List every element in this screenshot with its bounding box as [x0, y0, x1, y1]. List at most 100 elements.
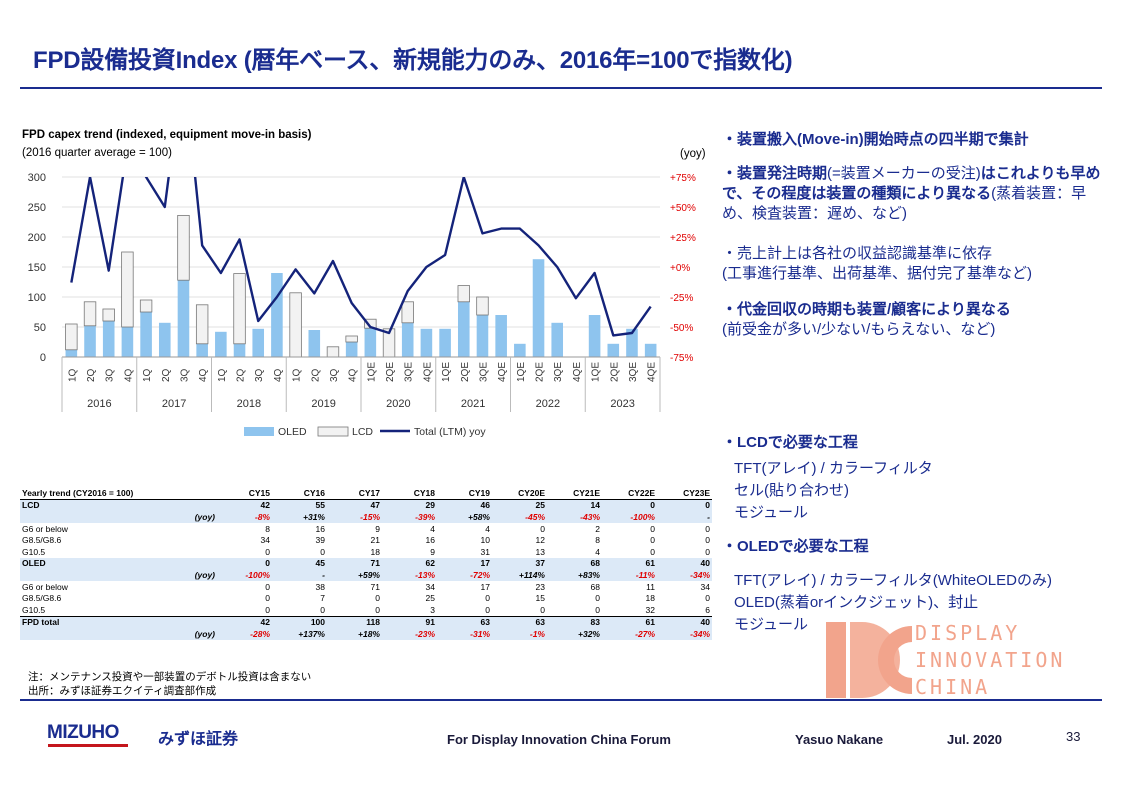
table-cell: 83 — [547, 615, 602, 629]
table-cell: 18 — [645, 593, 655, 604]
footer-divider — [20, 699, 1102, 701]
row-sublabel — [130, 592, 217, 604]
row-label — [20, 569, 130, 581]
y2-tick-label: -25% — [670, 293, 693, 304]
table-header-cell: CY21E — [547, 487, 602, 500]
table-cell: 55 — [272, 499, 327, 512]
legend-total: Total (LTM) yoy — [414, 426, 486, 438]
row-sublabel: (yoy) — [130, 628, 217, 640]
table-cell: 0 — [595, 604, 600, 615]
x-tick-label: 3QE — [553, 362, 564, 382]
x-tick-label: 2QE — [385, 362, 396, 382]
bar-oled — [308, 330, 321, 357]
table-cell: 31 — [480, 546, 490, 557]
bar-lcd — [102, 308, 115, 322]
table-cell: +58% — [437, 511, 492, 523]
table-cell: 63 — [437, 615, 492, 629]
table-cell: -23% — [382, 628, 437, 640]
mizuho-logo: MIZUHO — [47, 722, 119, 743]
table-cell: 0 — [705, 593, 710, 604]
y2-tick-label: +50% — [670, 203, 696, 214]
bar-oled — [607, 343, 620, 357]
row-sublabel — [130, 615, 217, 629]
legend-swatch-lcd — [317, 426, 349, 437]
table-cell: 34 — [425, 581, 435, 592]
table-cell: 9 — [375, 523, 380, 534]
bar-lcd — [177, 214, 190, 281]
bar-oled — [551, 322, 564, 357]
row-label: G6 or below — [22, 581, 68, 592]
table-cell: 16 — [315, 523, 325, 534]
table-cell: 0 — [705, 523, 710, 534]
footer-date: Jul. 2020 — [947, 732, 1002, 747]
table-cell: 4 — [595, 546, 600, 557]
table-cell: 10 — [480, 535, 490, 546]
table-cell: 0 — [265, 593, 270, 604]
table-cell: 61 — [602, 557, 657, 570]
row-label — [20, 628, 130, 640]
row-label: LCD — [20, 499, 130, 512]
line-total-yoy — [70, 177, 652, 337]
table-cell: -34% — [657, 628, 712, 640]
table-cell: 0 — [657, 499, 712, 512]
page-number: 33 — [1066, 729, 1081, 744]
year-label: 2018 — [237, 398, 261, 410]
x-tick-label: 3Q — [105, 368, 116, 382]
y2-tick-label: -50% — [670, 323, 693, 334]
bar-oled — [102, 321, 115, 357]
table-cell: 40 — [657, 557, 712, 570]
bar-oled — [439, 328, 451, 357]
table-cell: 40 — [657, 615, 712, 629]
table-cell: 0 — [540, 604, 545, 615]
table-cell: 0 — [320, 604, 325, 615]
bar-lcd — [83, 301, 97, 327]
table-cell: 8 — [265, 523, 270, 534]
mizuho-jp-logo: みずほ証券 — [158, 731, 239, 748]
table-cell: 0 — [485, 604, 490, 615]
list-item: TFT(アレイ) / カラーフィルタ — [734, 460, 933, 477]
table-cell: 29 — [382, 499, 437, 512]
table-row: (yoy) -100% - +59% -13% -72% +114% +83% -11% -34% — [20, 569, 712, 581]
table-cell: 4 — [485, 523, 490, 534]
x-tick-label: 2QE — [535, 362, 546, 382]
year-label: 2022 — [536, 398, 560, 410]
table-header-cell: CY22E — [602, 487, 657, 500]
table-cell: -8% — [217, 511, 272, 523]
bar-lcd — [195, 304, 209, 345]
table-cell: 61 — [602, 615, 657, 629]
table-cell: 14 — [547, 499, 602, 512]
y-tick-label: 250 — [28, 202, 46, 214]
table-cell: 0 — [595, 593, 600, 604]
table-cell: +137% — [272, 628, 327, 640]
row-label: G10.5 — [22, 604, 46, 615]
table-cell: 0 — [540, 523, 545, 534]
bar-lcd — [233, 273, 246, 345]
table-cell: 23 — [535, 581, 545, 592]
y2-tick-label: +0% — [670, 263, 690, 274]
table-cell: +31% — [272, 511, 327, 523]
x-tick-label: 4QE — [572, 362, 583, 382]
table-cell: 0 — [375, 593, 380, 604]
table-row: G10.5 0 0 0 3 0 0 0 32 6 — [20, 604, 712, 616]
table-cell: -100% — [217, 569, 272, 581]
bar-lcd — [326, 346, 340, 358]
y-tick-label: 50 — [34, 322, 46, 334]
watermark-text: DISPLAY INNOVATION CHINA — [915, 621, 1066, 699]
table-cell: 18 — [370, 546, 380, 557]
list-item: モジュール — [734, 504, 808, 521]
y2-tick-label: -75% — [670, 353, 693, 364]
table-row: (yoy) -28% +137% +18% -23% -31% -1% +32% -27% -34… — [20, 628, 712, 640]
row-sublabel: (yoy) — [130, 569, 217, 581]
table-cell: 16 — [425, 535, 435, 546]
year-label: 2017 — [162, 398, 186, 410]
table-header-cell: CY19 — [437, 487, 492, 500]
table-header-cell: Yearly trend (CY2016 = 100) — [20, 487, 134, 500]
row-label: FPD total — [20, 615, 130, 629]
table-cell: 17 — [437, 557, 492, 570]
x-tick-label: 3QE — [628, 362, 639, 382]
y-tick-label: 150 — [28, 262, 46, 274]
table-cell: - — [657, 511, 712, 523]
footer-author: Yasuo Nakane — [795, 732, 884, 747]
year-label: 2019 — [311, 398, 335, 410]
bar-oled — [364, 328, 377, 357]
